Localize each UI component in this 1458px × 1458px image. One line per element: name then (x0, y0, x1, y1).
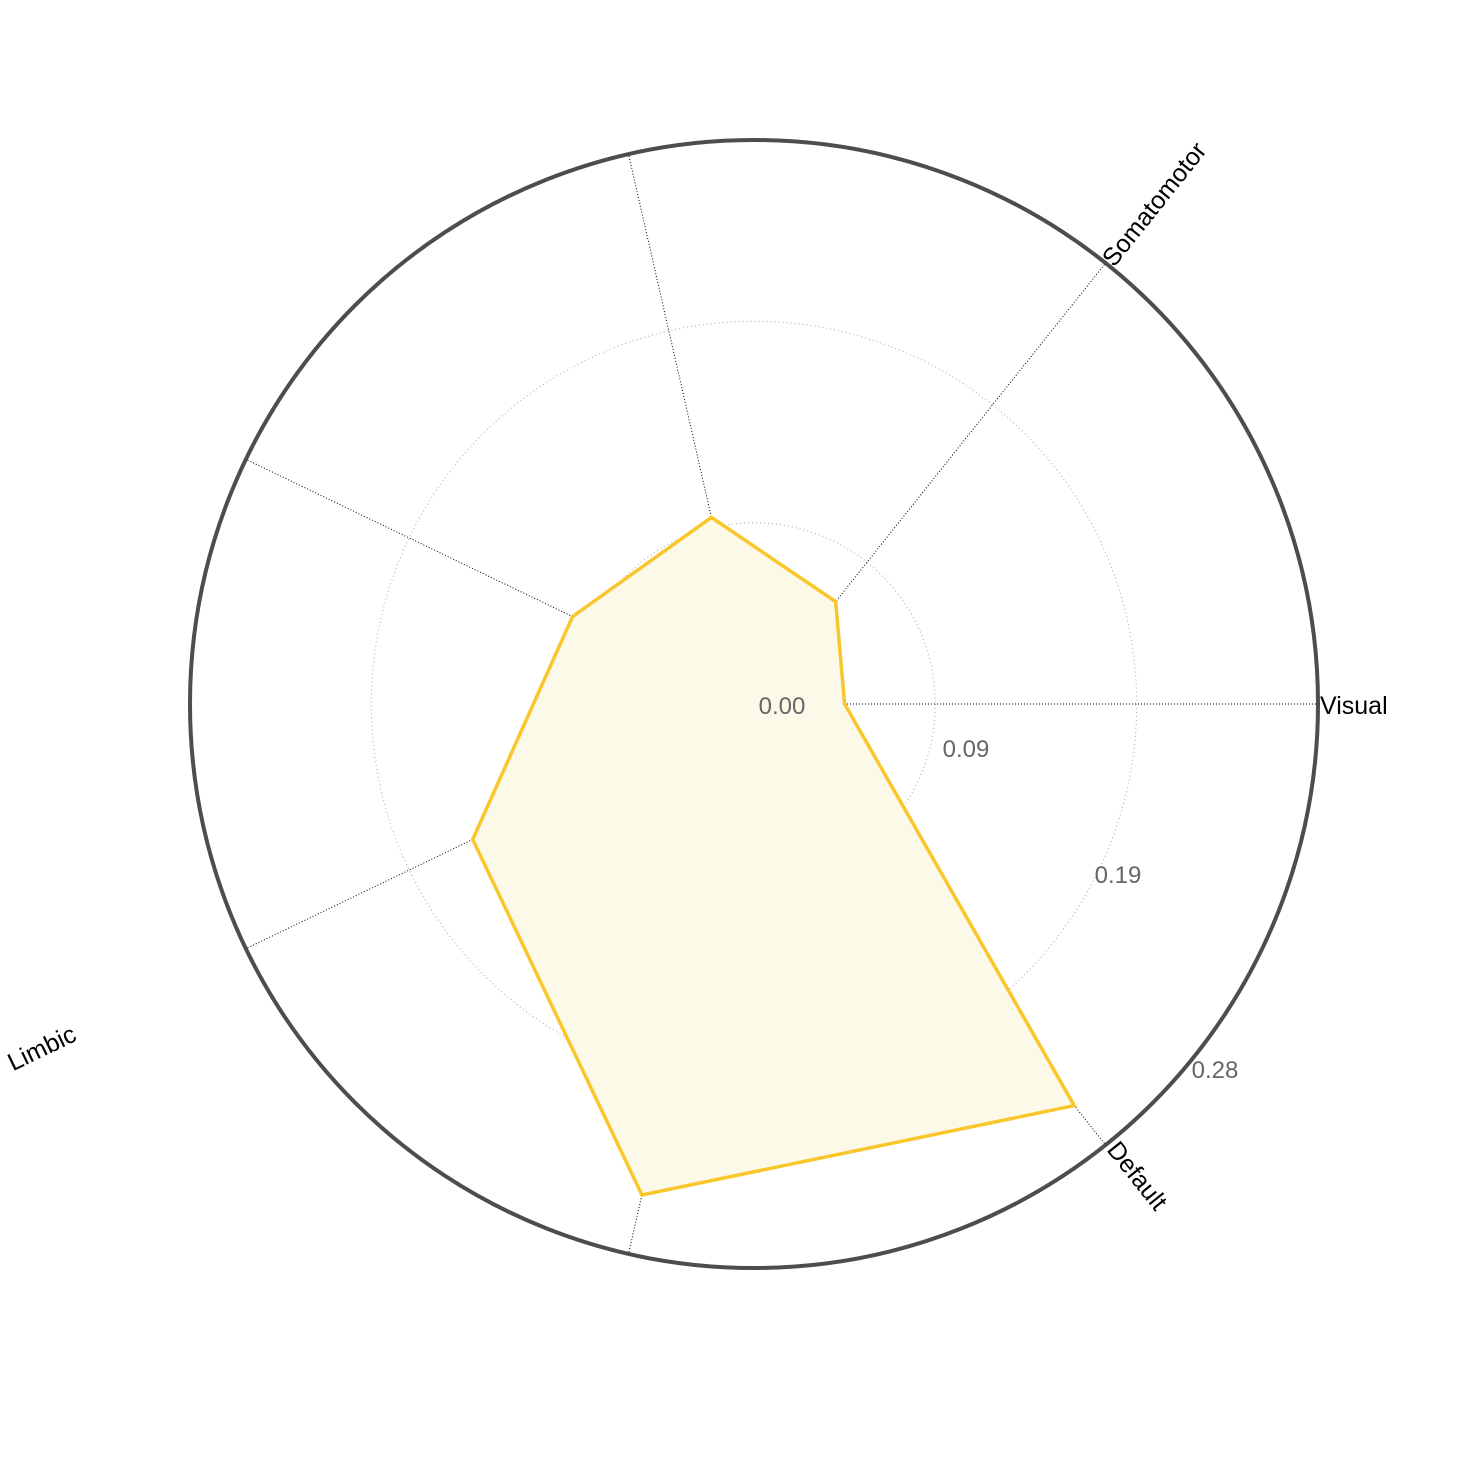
spoke-3 (245, 458, 755, 705)
axis-label-0: Visual (1320, 692, 1388, 720)
r-tick-label-0: 0.00 (759, 693, 806, 720)
series-line-0 (470, 515, 1077, 1197)
spoke-2 (628, 154, 755, 705)
axis-label-1: Somatomotor (1097, 137, 1213, 272)
axis-label-4: Limbic (3, 1020, 80, 1077)
axis-label-6: Default (1101, 1136, 1172, 1215)
tick-layer: 0.00 0.09 0.19 0.28 (759, 693, 1239, 1084)
series-area-0 (472, 517, 1075, 1195)
series-layer (470, 515, 1077, 1197)
r-tick-label-1: 0.09 (943, 736, 990, 763)
r-tick-label-3: 0.28 (1192, 1057, 1239, 1084)
r-tick-label-2: 0.19 (1095, 862, 1142, 889)
outer-ring (188, 138, 1320, 1270)
